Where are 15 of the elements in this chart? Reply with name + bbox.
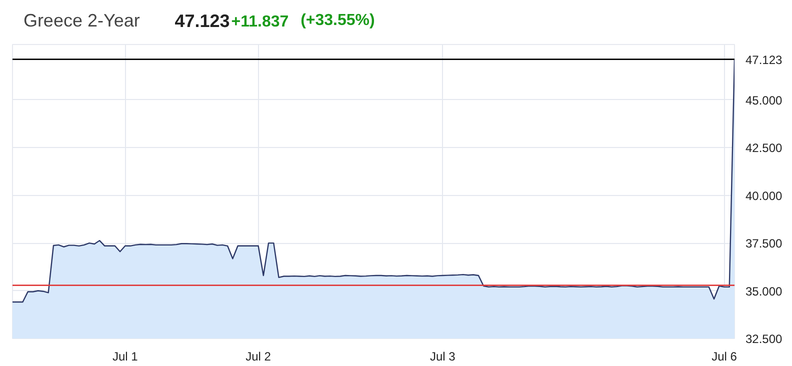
- chart-title: Greece 2-Year: [23, 10, 140, 30]
- text: (+33.55%): [300, 12, 375, 29]
- ref-line-label: 47.123: [746, 52, 783, 67]
- y-tick-label: 37.500: [746, 236, 783, 251]
- x-tick-label: Jul 6: [712, 350, 738, 364]
- y-tick-label: 32.500: [746, 332, 783, 346]
- x-tick-label: Jul 1: [112, 350, 138, 364]
- y-tick-label: 40.000: [746, 188, 783, 203]
- x-tick-label: Jul 2: [246, 350, 272, 364]
- text: 47.123: [174, 11, 230, 31]
- y-tick-label: 35.000: [746, 284, 783, 298]
- y-tick-label: 42.500: [746, 141, 783, 156]
- x-tick-label: Jul 3: [430, 350, 456, 364]
- text: +11.837: [231, 14, 289, 30]
- y-tick-label: 45.000: [746, 93, 783, 108]
